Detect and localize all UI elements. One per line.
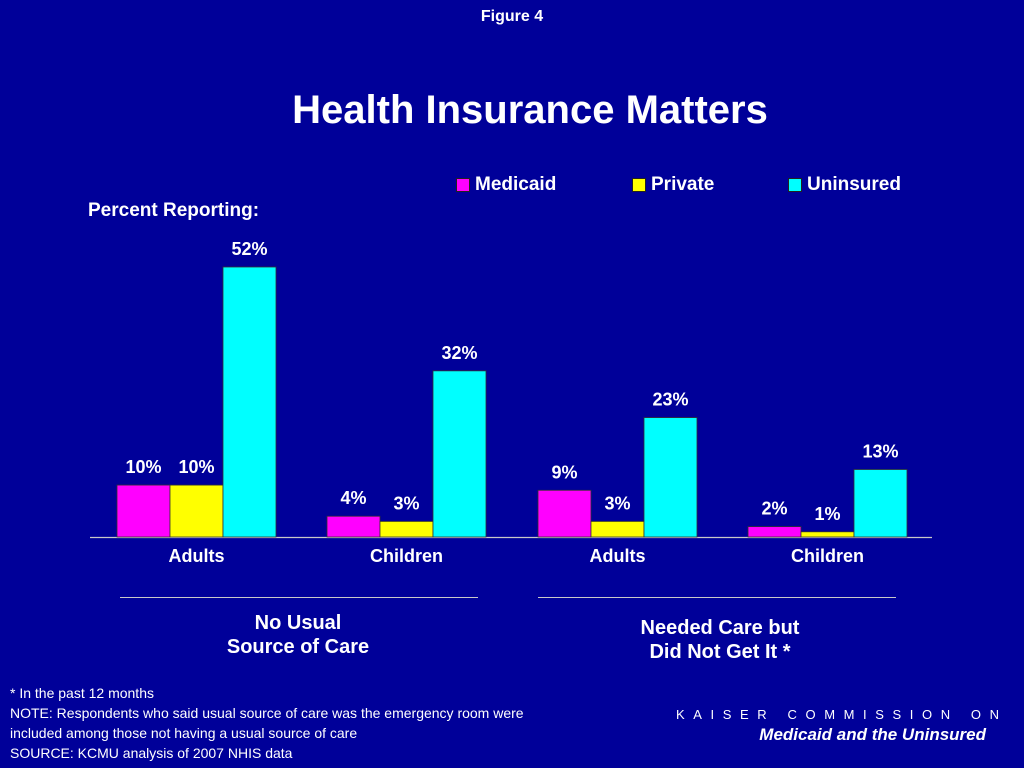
data-label-uninsured: 52%: [231, 239, 267, 259]
bar-medicaid: [116, 484, 171, 538]
bar-medicaid: [747, 526, 802, 538]
data-label-medicaid: 4%: [340, 488, 366, 508]
x-tick-label: Children: [791, 546, 864, 566]
group-label-line: No Usual: [254, 612, 342, 634]
legend-swatch-medicaid: [456, 178, 470, 192]
group-label-line: Source of Care: [226, 636, 370, 658]
figure-label: Figure 4: [480, 8, 544, 25]
bar-medicaid: [537, 489, 592, 538]
chart-title: Health Insurance Matters: [292, 88, 768, 132]
data-label-medicaid: 2%: [761, 499, 787, 519]
legend-label-uninsured: Uninsured: [807, 174, 901, 195]
x-tick-label: Children: [370, 546, 443, 566]
legend-label-medicaid: Medicaid: [475, 174, 557, 195]
data-label-private: 3%: [393, 493, 419, 513]
legend-label-private: Private: [651, 174, 715, 195]
footnote-line: * In the past 12 months: [10, 685, 154, 701]
group-label-line: Needed Care but: [640, 617, 800, 639]
group-divider-line: [120, 597, 478, 598]
bar-medicaid: [326, 515, 381, 538]
bar-private: [800, 531, 855, 538]
legend-swatch-uninsured: [788, 178, 802, 192]
footnotes: * In the past 12 months NOTE: Respondent…: [10, 683, 650, 763]
data-label-medicaid: 10%: [125, 457, 161, 477]
brand-commission-line: KAISER COMMISSION ON: [676, 707, 1008, 722]
x-tick-label: Adults: [169, 546, 225, 566]
legend-item-private: Private: [632, 174, 714, 196]
bar-uninsured: [643, 417, 698, 538]
legend-item-uninsured: Uninsured: [788, 174, 901, 196]
bar-private: [169, 484, 224, 538]
data-label-medicaid: 9%: [551, 462, 577, 482]
data-label-uninsured: 32%: [441, 343, 477, 363]
legend-item-medicaid: Medicaid: [456, 174, 556, 196]
bar-chart: 10% 4% 9% 2% 10% 3% 3% 1% 52% 32% 23% 13% Adults Chil…: [90, 239, 932, 566]
legend-swatch-private: [632, 178, 646, 192]
group-label-needed-care: Needed Care but Did Not Get It *: [570, 616, 870, 664]
bar-uninsured: [222, 266, 277, 538]
data-label-private: 1%: [814, 504, 840, 524]
group-divider-line: [538, 597, 896, 598]
group-label-line: Did Not Get It *: [649, 641, 791, 663]
footnote-line: included among those not having a usual …: [10, 725, 358, 741]
bar-private: [590, 521, 645, 538]
data-label-uninsured: 23%: [652, 390, 688, 410]
bar-uninsured: [432, 370, 487, 538]
data-label-private: 3%: [604, 493, 630, 513]
brand-name-line: Medicaid and the Uninsured: [759, 725, 986, 744]
bar-uninsured: [853, 469, 908, 538]
footnote-line: SOURCE: KCMU analysis of 2007 NHIS data: [10, 745, 293, 761]
y-axis-label: Percent Reporting:: [88, 200, 260, 221]
bar-private: [379, 521, 434, 538]
data-label-private: 10%: [178, 457, 214, 477]
footnote-line: NOTE: Respondents who said usual source …: [10, 705, 524, 721]
group-label-no-usual-source: No Usual Source of Care: [148, 611, 448, 659]
x-tick-label: Adults: [590, 546, 646, 566]
data-label-uninsured: 13%: [862, 442, 898, 462]
